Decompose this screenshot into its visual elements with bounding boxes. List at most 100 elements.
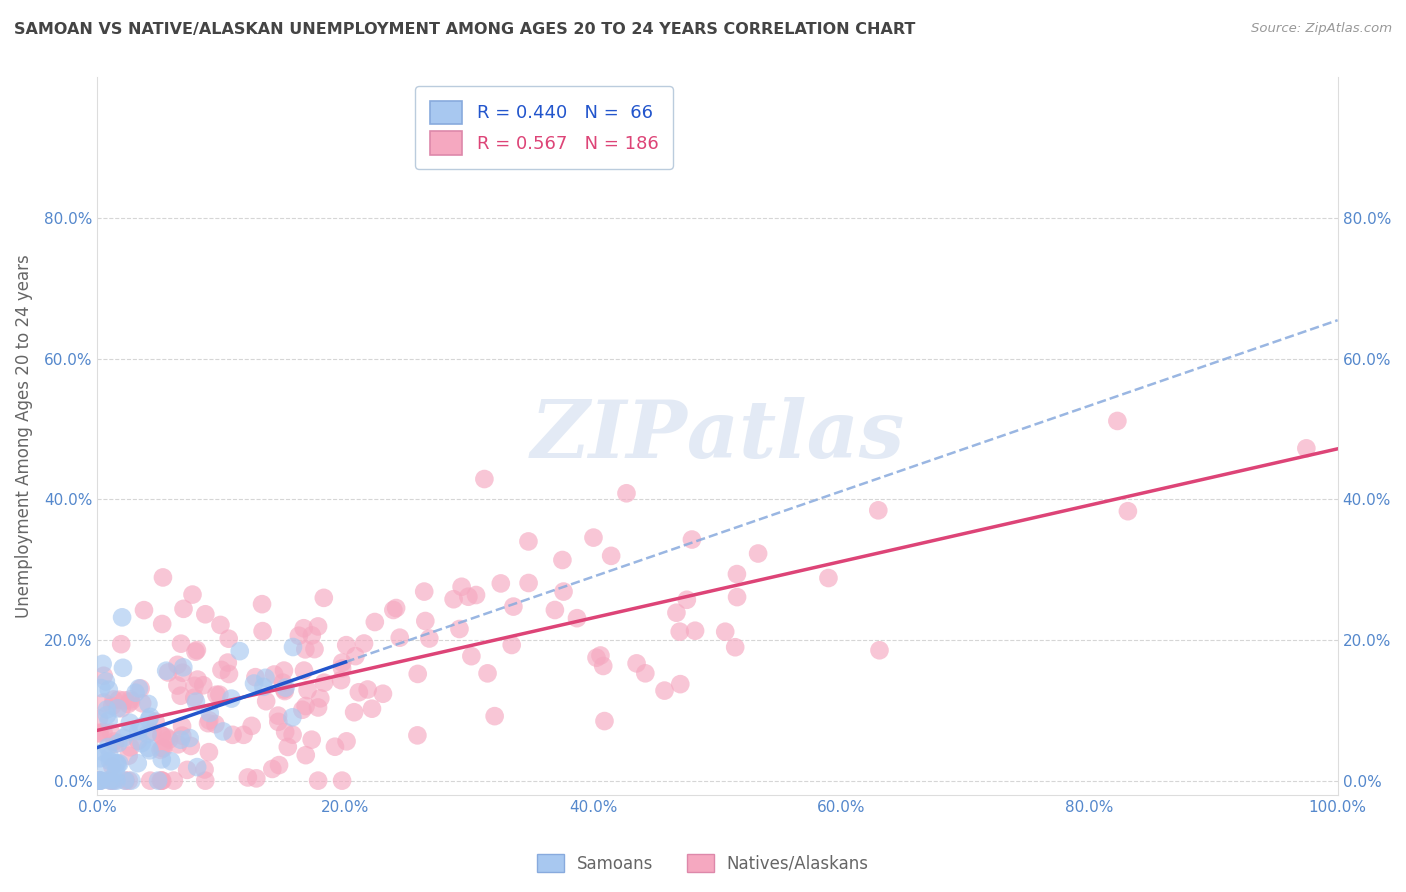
Point bbox=[150, 773, 173, 788]
Point bbox=[294, 699, 316, 714]
Point bbox=[725, 567, 748, 582]
Point bbox=[163, 773, 186, 788]
Point bbox=[167, 737, 190, 751]
Point bbox=[87, 712, 110, 726]
Point bbox=[484, 709, 506, 723]
Point bbox=[250, 597, 273, 611]
Point bbox=[347, 685, 370, 699]
Point bbox=[356, 682, 378, 697]
Point bbox=[186, 643, 208, 657]
Point bbox=[103, 734, 125, 748]
Point bbox=[149, 743, 172, 757]
Point bbox=[271, 675, 294, 690]
Point bbox=[243, 676, 266, 690]
Point bbox=[89, 773, 111, 788]
Point bbox=[292, 664, 315, 678]
Point bbox=[565, 611, 588, 625]
Point bbox=[413, 584, 436, 599]
Point bbox=[150, 773, 173, 788]
Point bbox=[450, 580, 472, 594]
Point bbox=[87, 773, 110, 788]
Point bbox=[179, 731, 201, 745]
Point bbox=[418, 632, 440, 646]
Point bbox=[142, 725, 165, 739]
Point bbox=[112, 731, 135, 745]
Point bbox=[616, 486, 638, 500]
Point bbox=[205, 688, 228, 702]
Point bbox=[173, 602, 195, 616]
Point bbox=[474, 472, 496, 486]
Point bbox=[93, 669, 115, 683]
Point bbox=[323, 739, 346, 754]
Point bbox=[364, 615, 387, 629]
Point bbox=[101, 759, 124, 773]
Point bbox=[128, 681, 150, 696]
Point bbox=[388, 631, 411, 645]
Point bbox=[97, 714, 120, 728]
Point bbox=[211, 663, 233, 677]
Point bbox=[187, 673, 209, 687]
Point bbox=[87, 726, 110, 740]
Point bbox=[1295, 442, 1317, 456]
Point bbox=[152, 741, 174, 756]
Point bbox=[585, 650, 607, 665]
Point bbox=[273, 664, 295, 678]
Y-axis label: Unemployment Among Ages 20 to 24 years: Unemployment Among Ages 20 to 24 years bbox=[15, 254, 32, 618]
Point bbox=[114, 773, 136, 788]
Point bbox=[309, 691, 332, 706]
Point bbox=[103, 773, 125, 788]
Point bbox=[87, 773, 110, 788]
Point bbox=[676, 592, 699, 607]
Point bbox=[112, 693, 135, 707]
Point bbox=[93, 695, 115, 709]
Text: SAMOAN VS NATIVE/ALASKAN UNEMPLOYMENT AMONG AGES 20 TO 24 YEARS CORRELATION CHAR: SAMOAN VS NATIVE/ALASKAN UNEMPLOYMENT AM… bbox=[14, 22, 915, 37]
Point bbox=[267, 758, 290, 772]
Point bbox=[477, 666, 499, 681]
Point bbox=[307, 619, 329, 633]
Point bbox=[665, 606, 688, 620]
Point bbox=[198, 745, 221, 759]
Point bbox=[111, 701, 134, 715]
Point bbox=[114, 773, 136, 788]
Point bbox=[212, 724, 235, 739]
Point bbox=[104, 756, 127, 771]
Point bbox=[262, 762, 284, 776]
Point bbox=[138, 713, 160, 727]
Point bbox=[100, 725, 122, 739]
Point bbox=[136, 727, 159, 741]
Point bbox=[186, 760, 208, 774]
Point bbox=[138, 743, 160, 757]
Point bbox=[683, 624, 706, 638]
Point bbox=[517, 576, 540, 591]
Point bbox=[111, 661, 134, 675]
Point bbox=[170, 637, 193, 651]
Point bbox=[172, 665, 194, 680]
Point bbox=[281, 640, 304, 654]
Point bbox=[194, 607, 217, 622]
Point bbox=[288, 629, 311, 643]
Point bbox=[131, 696, 153, 710]
Point bbox=[217, 656, 239, 670]
Point bbox=[198, 706, 221, 720]
Point bbox=[150, 752, 173, 766]
Point bbox=[132, 603, 155, 617]
Point bbox=[91, 657, 114, 671]
Point bbox=[104, 737, 127, 751]
Point bbox=[172, 660, 194, 674]
Point bbox=[197, 716, 219, 731]
Point bbox=[198, 714, 221, 728]
Point bbox=[89, 751, 111, 765]
Point bbox=[307, 773, 329, 788]
Point bbox=[361, 702, 384, 716]
Point bbox=[254, 694, 277, 708]
Point bbox=[127, 723, 149, 738]
Point bbox=[184, 695, 207, 709]
Point bbox=[725, 590, 748, 604]
Point bbox=[343, 705, 366, 719]
Point bbox=[155, 664, 177, 678]
Point bbox=[118, 773, 141, 788]
Point bbox=[150, 729, 173, 743]
Point bbox=[89, 773, 111, 788]
Point bbox=[111, 610, 134, 624]
Point bbox=[118, 724, 141, 739]
